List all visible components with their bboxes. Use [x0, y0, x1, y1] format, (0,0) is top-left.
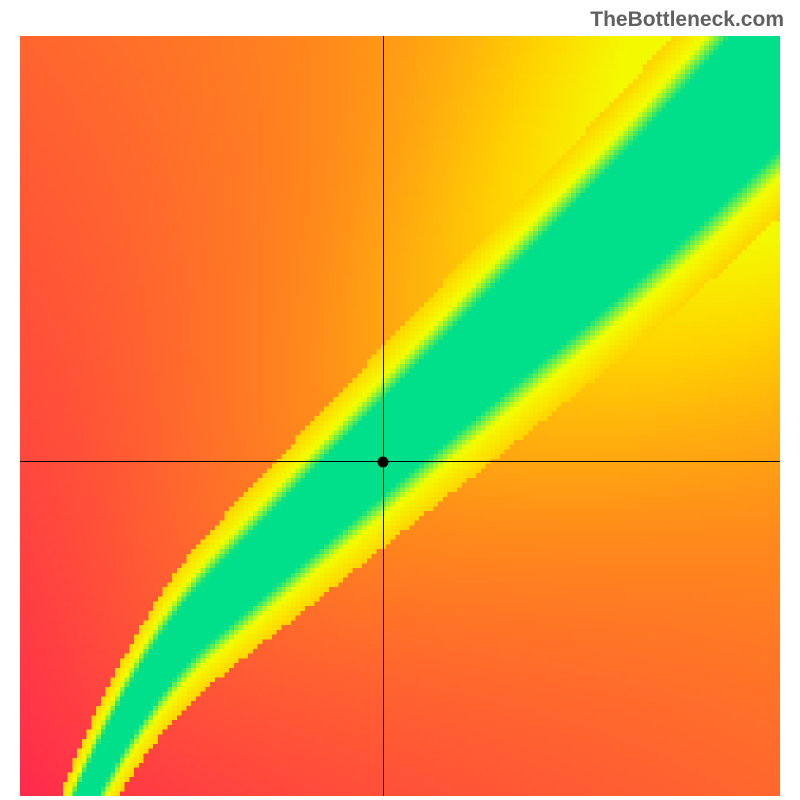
heatmap-plot-area: [20, 36, 780, 796]
crosshair-horizontal: [20, 461, 780, 462]
crosshair-vertical: [383, 36, 384, 796]
watermark-text: TheBottleneck.com: [590, 8, 784, 32]
chart-container: TheBottleneck.com: [0, 0, 800, 800]
heatmap-canvas: [20, 36, 780, 796]
data-point-marker: [378, 456, 389, 467]
